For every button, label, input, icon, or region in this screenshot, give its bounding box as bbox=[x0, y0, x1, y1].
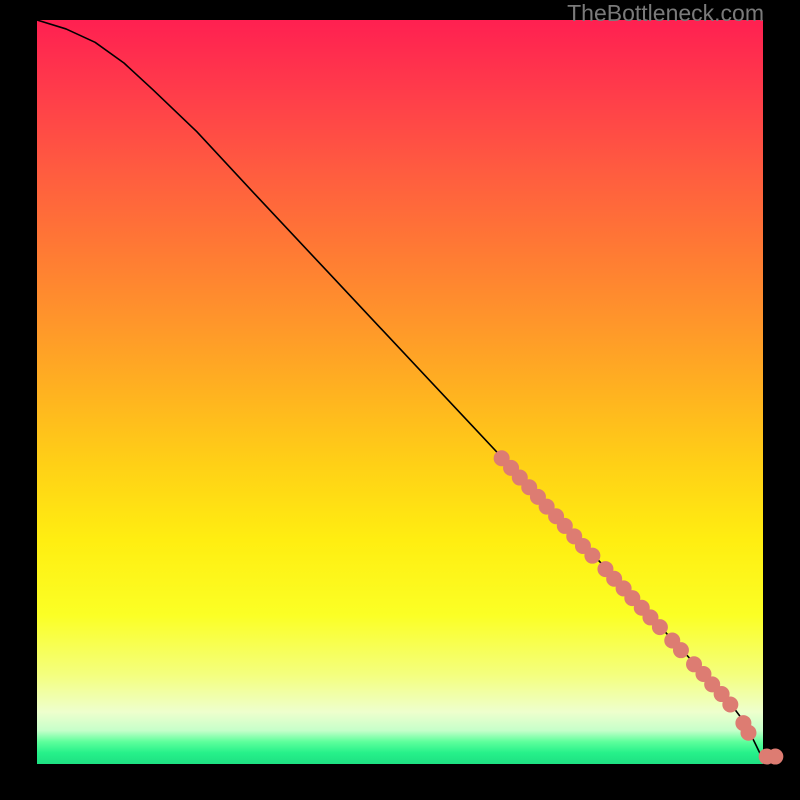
data-marker bbox=[652, 620, 667, 635]
data-marker bbox=[741, 725, 756, 740]
stage: TheBottleneck.com bbox=[0, 0, 800, 800]
watermark-text: TheBottleneck.com bbox=[567, 0, 764, 27]
chart-overlay bbox=[0, 0, 800, 800]
data-marker bbox=[768, 749, 783, 764]
data-marker bbox=[673, 643, 688, 658]
data-marker bbox=[585, 548, 600, 563]
data-marker bbox=[723, 697, 738, 712]
curve-line bbox=[37, 20, 763, 757]
